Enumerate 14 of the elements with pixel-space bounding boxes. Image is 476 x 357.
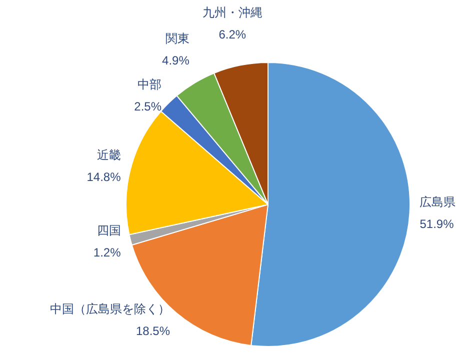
data-label: 51.9% bbox=[420, 216, 454, 231]
data-label: 14.8% bbox=[86, 170, 122, 184]
slice-label: 広島県 bbox=[420, 194, 456, 209]
slice-label: 四国 bbox=[96, 224, 121, 238]
data-label: 4.9% bbox=[162, 53, 190, 68]
slice-label: 近畿 bbox=[96, 148, 121, 162]
data-label: 18.5% bbox=[136, 324, 170, 338]
slice-label: 関東 bbox=[165, 31, 190, 46]
data-label: 1.2% bbox=[93, 246, 122, 260]
data-label: 2.5% bbox=[134, 99, 162, 114]
slice-label: 中部 bbox=[138, 77, 162, 92]
data-label: 6.2% bbox=[218, 27, 246, 42]
slice-label: 中国（広島県を除く） bbox=[50, 302, 170, 316]
slice-label: 九州・沖縄 bbox=[202, 5, 262, 20]
